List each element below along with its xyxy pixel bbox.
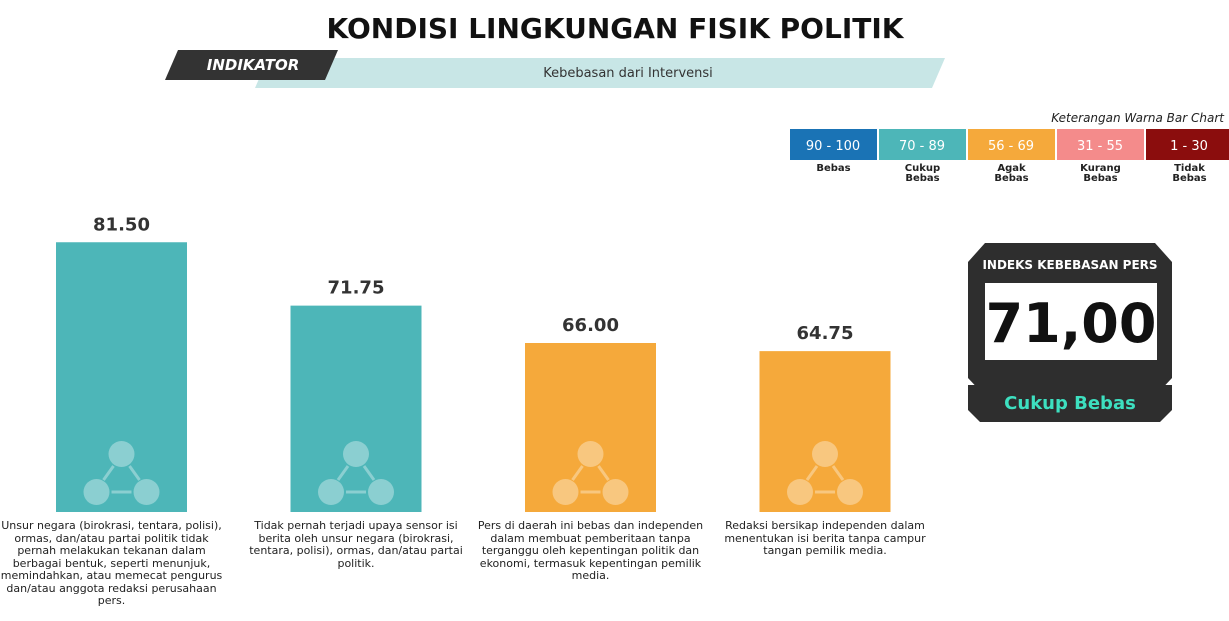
- legend-title: Keterangan Warna Bar Chart: [1051, 111, 1225, 125]
- legend-label: Cukup Bebas: [904, 163, 941, 184]
- icon: [812, 441, 838, 467]
- icon: [336, 465, 350, 481]
- icon: [83, 479, 110, 505]
- bar: [56, 242, 187, 512]
- value-label: 66.00: [562, 315, 619, 336]
- icon: [128, 465, 141, 481]
- category-label: Tidak pernah terjadi upaya sensor isi be…: [249, 519, 463, 570]
- icon: [805, 465, 819, 481]
- icon: [837, 479, 863, 505]
- index-score: 71,00: [986, 292, 1157, 355]
- value-label: 81.50: [93, 214, 150, 235]
- value-label: 64.75: [797, 323, 854, 344]
- icon: [552, 479, 579, 505]
- index-box: [985, 283, 1157, 360]
- icon: [571, 465, 584, 481]
- legend-range: 70 - 89: [899, 139, 945, 154]
- indicator-band: [255, 58, 945, 88]
- index-category: Cukup Bebas: [1004, 393, 1136, 414]
- bar: [525, 343, 656, 512]
- legend-swatch: [1057, 129, 1144, 160]
- icon: [787, 479, 813, 505]
- legend-swatch: [790, 129, 877, 160]
- icon: [362, 465, 376, 481]
- icon: [343, 441, 369, 467]
- legend-swatch: [1146, 129, 1229, 160]
- icon: [831, 465, 845, 481]
- legend-swatch: [879, 129, 966, 160]
- chart-title: KONDISI LINGKUNGAN FISIK POLITIK: [327, 12, 905, 45]
- bar: [759, 351, 891, 512]
- indicator-label: INDIKATOR: [207, 56, 300, 74]
- category-label: Pers di daerah ini bebas dan independen …: [477, 519, 704, 582]
- category-label: Unsur negara (birokrasi, tentara, polisi…: [0, 519, 223, 607]
- icon: [133, 479, 160, 505]
- bar: [290, 305, 422, 512]
- indicator-text: Kebebasan dari Intervensi: [543, 66, 713, 81]
- icon: [602, 479, 629, 505]
- legend-label: Tidak Bebas: [1172, 163, 1207, 184]
- icon: [577, 441, 604, 467]
- legend-range: 90 - 100: [806, 139, 860, 154]
- legend-label: Bebas: [816, 163, 851, 174]
- icon: [368, 479, 394, 505]
- icon: [597, 465, 610, 481]
- legend-range: 1 - 30: [1170, 139, 1208, 154]
- legend-swatch: [968, 129, 1055, 160]
- legend-label: Agak Bebas: [994, 163, 1029, 184]
- legend-range: 56 - 69: [988, 139, 1034, 154]
- icon: [108, 441, 135, 467]
- legend-range: 31 - 55: [1077, 139, 1123, 154]
- icon: [318, 479, 344, 505]
- index-tail: [968, 385, 1172, 422]
- value-label: 71.75: [328, 278, 385, 299]
- index-title: INDEKS KEBEBASAN PERS: [982, 258, 1157, 272]
- category-label: Redaksi bersikap independen dalam menent…: [724, 519, 926, 557]
- indicator-tag: [165, 50, 338, 80]
- icon: [102, 465, 115, 481]
- legend-label: Kurang Bebas: [1080, 163, 1121, 184]
